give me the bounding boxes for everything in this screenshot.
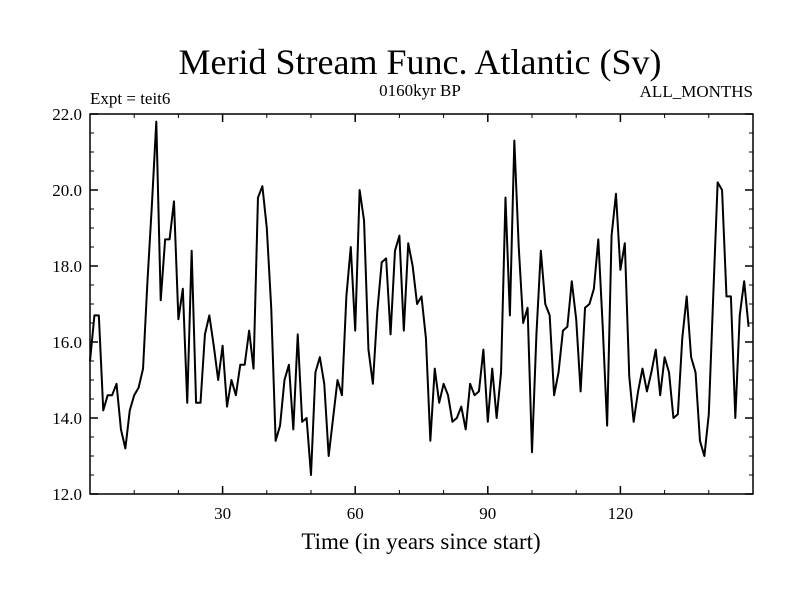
x-tick-label: 90 — [479, 504, 496, 523]
plot-area: 30 60 90 120 12.0 14.0 16.0 18.0 20.0 22.0 — [52, 105, 754, 523]
series-line — [89, 120, 750, 476]
months-label: ALL_MONTHS — [640, 82, 753, 101]
y-tick-label: 14.0 — [52, 409, 82, 428]
y-tick-label: 16.0 — [52, 333, 82, 352]
experiment-label: Expt = teit6 — [90, 89, 170, 108]
x-tick-label: 60 — [347, 504, 364, 523]
chart-title: Merid Stream Func. Atlantic (Sv) — [179, 42, 662, 82]
period-label: 0160kyr BP — [379, 81, 461, 100]
x-axis-label: Time (in years since start) — [301, 529, 540, 554]
y-tick-label: 12.0 — [52, 485, 82, 504]
y-tick-label: 18.0 — [52, 257, 82, 276]
y-tick-label: 22.0 — [52, 105, 82, 124]
y-tick-label: 20.0 — [52, 181, 82, 200]
x-axis-ticks: 30 60 90 120 — [133, 114, 710, 523]
y-axis-ticks: 12.0 14.0 16.0 18.0 20.0 22.0 — [52, 105, 753, 504]
x-tick-label: 30 — [214, 504, 231, 523]
x-tick-label: 120 — [608, 504, 634, 523]
